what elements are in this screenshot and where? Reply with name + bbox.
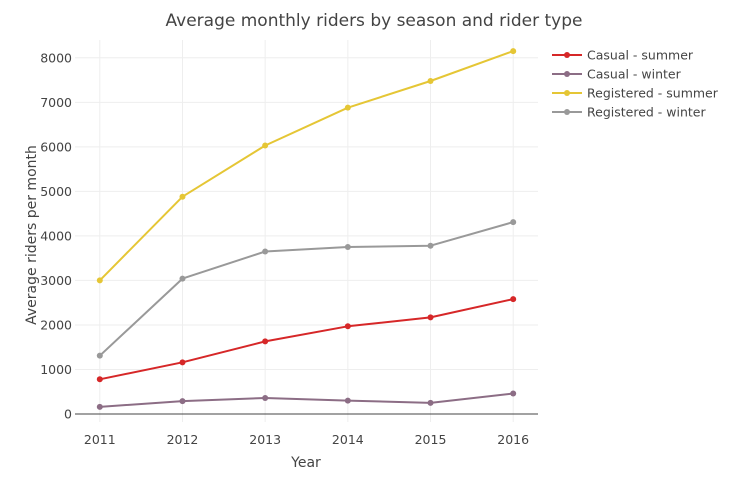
y-tick-label: 6000 <box>40 139 72 154</box>
chart-title: Average monthly riders by season and rid… <box>166 11 583 31</box>
data-point <box>427 242 434 249</box>
x-tick-label: 2013 <box>249 432 281 447</box>
data-point <box>96 277 103 284</box>
y-axis-ticks: 0 1000 2000 3000 4000 5000 6000 7000 8000 <box>40 50 72 421</box>
series-line <box>99 298 514 381</box>
legend[interactable]: Casual - summer Casual - winter Registered… <box>552 48 719 120</box>
data-point <box>510 219 517 226</box>
legend-item[interactable]: Registered - summer <box>552 86 719 101</box>
series-lines <box>96 48 517 410</box>
data-point <box>510 296 517 303</box>
legend-item[interactable]: Casual - winter <box>552 67 682 82</box>
legend-swatch-marker <box>564 52 570 58</box>
legend-swatch-marker <box>564 90 570 96</box>
x-tick-label: 2012 <box>167 432 199 447</box>
y-tick-label: 0 <box>64 406 72 421</box>
data-point <box>179 359 186 366</box>
y-tick-label: 7000 <box>40 95 72 110</box>
x-tick-label: 2015 <box>415 432 447 447</box>
legend-label: Registered - summer <box>587 86 719 101</box>
series-2 <box>96 48 517 284</box>
data-point <box>344 323 351 330</box>
legend-item[interactable]: Registered - winter <box>552 105 706 120</box>
series-line <box>99 392 514 408</box>
data-point <box>179 398 186 405</box>
data-point <box>262 142 269 149</box>
data-point <box>344 104 351 111</box>
data-point <box>262 394 269 401</box>
legend-item[interactable]: Casual - summer <box>552 48 694 63</box>
x-tick-label: 2016 <box>497 432 529 447</box>
series-3 <box>96 219 517 359</box>
legend-label: Casual - summer <box>587 48 694 63</box>
data-point <box>427 77 434 84</box>
data-point <box>179 193 186 200</box>
series-1 <box>96 390 517 410</box>
data-point <box>262 248 269 255</box>
data-point <box>96 403 103 410</box>
data-point <box>427 399 434 406</box>
y-tick-label: 2000 <box>40 317 72 332</box>
data-point <box>262 338 269 345</box>
legend-swatch-marker <box>564 71 570 77</box>
data-point <box>96 352 103 359</box>
legend-swatch-marker <box>564 109 570 115</box>
series-0 <box>96 296 517 383</box>
data-point <box>510 390 517 397</box>
data-point <box>344 397 351 404</box>
x-axis-ticks: 2011 2012 2013 2014 2015 2016 <box>84 432 529 447</box>
series-line <box>99 50 514 282</box>
y-axis-title: Average riders per month <box>24 145 40 325</box>
x-axis-title: Year <box>290 455 321 471</box>
legend-label: Casual - winter <box>587 67 682 82</box>
y-tick-label: 3000 <box>40 273 72 288</box>
legend-label: Registered - winter <box>587 105 706 120</box>
x-tick-label: 2011 <box>84 432 116 447</box>
y-tick-label: 4000 <box>40 228 72 243</box>
data-point <box>179 275 186 282</box>
grid <box>75 40 538 422</box>
x-tick-label: 2014 <box>332 432 364 447</box>
data-point <box>427 314 434 321</box>
data-point <box>96 376 103 383</box>
y-tick-label: 5000 <box>40 184 72 199</box>
y-tick-label: 1000 <box>40 362 72 377</box>
data-point <box>510 48 517 55</box>
data-point <box>344 244 351 251</box>
y-tick-label: 8000 <box>40 50 72 65</box>
series-line <box>99 221 514 357</box>
